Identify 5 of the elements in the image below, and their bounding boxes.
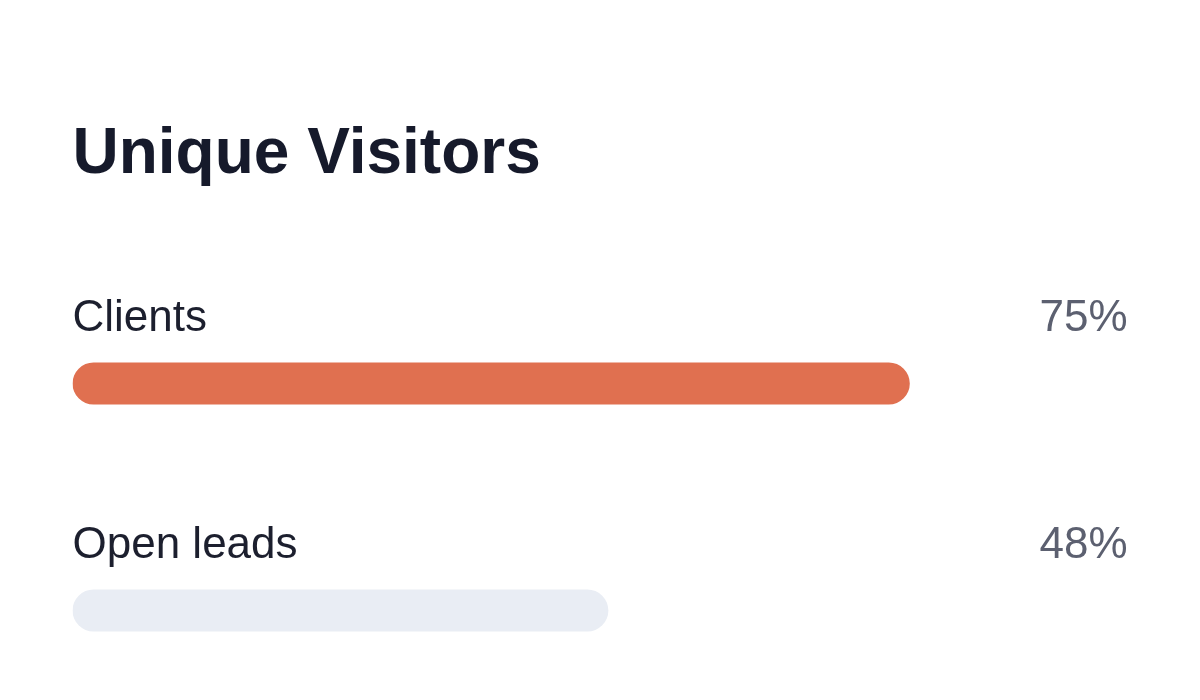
y-tick-label: Clients bbox=[72, 291, 207, 340]
data-label: 75% bbox=[1039, 291, 1128, 340]
y-tick-label: Open leads bbox=[72, 518, 298, 567]
data-label: 48% bbox=[1039, 518, 1128, 567]
chart-title: Unique Visitors bbox=[72, 114, 541, 187]
